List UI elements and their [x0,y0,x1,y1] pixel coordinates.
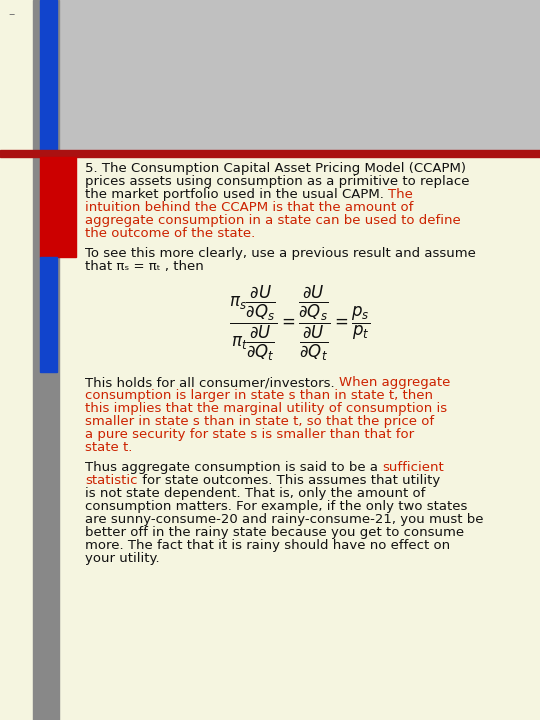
Text: intuition behind the CCAPM is that the amount of: intuition behind the CCAPM is that the a… [85,201,414,214]
Text: for state outcomes. This assumes that utility: for state outcomes. This assumes that ut… [138,474,440,487]
Text: 5. The Consumption Capital Asset Pricing Model (CCAPM): 5. The Consumption Capital Asset Pricing… [85,162,466,175]
Text: better off in the rainy state because you get to consume: better off in the rainy state because yo… [85,526,464,539]
Text: more. The fact that it is rainy should have no effect on: more. The fact that it is rainy should h… [85,539,450,552]
Bar [40,0,57,152]
Text: prices assets using consumption as a primitive to replace: prices assets using consumption as a pri… [85,175,469,188]
Text: your utility.: your utility. [85,552,160,565]
Bar [40,257,57,372]
Text: the outcome of the state.: the outcome of the state. [85,227,255,240]
Text: is not state dependent. That is, only the amount of: is not state dependent. That is, only th… [85,487,426,500]
Bar [57,0,540,152]
Text: state t.: state t. [85,441,132,454]
Text: To see this more clearly, use a previous result and assume: To see this more clearly, use a previous… [85,247,476,260]
Text: When aggregate: When aggregate [339,376,450,389]
Text: this implies that the marginal utility of consumption is: this implies that the marginal utility o… [85,402,447,415]
Text: the market portfolio used in the usual CAPM.: the market portfolio used in the usual C… [85,188,388,201]
Text: sufficient: sufficient [382,461,444,474]
Text: consumption is larger in state s than in state t, then: consumption is larger in state s than in… [85,389,433,402]
Text: smaller in state s than in state t, so that the price of: smaller in state s than in state t, so t… [85,415,434,428]
Bar [0,150,540,157]
Text: consumption matters. For example, if the only two states: consumption matters. For example, if the… [85,500,468,513]
Text: The: The [388,188,413,201]
Text: $\dfrac{\pi_s \dfrac{\partial U}{\partial Q_s}}{\pi_t \dfrac{\partial U}{\partia: $\dfrac{\pi_s \dfrac{\partial U}{\partia… [230,283,370,363]
Text: a pure security for state s is smaller than that for: a pure security for state s is smaller t… [85,428,414,441]
Text: are sunny-consume-20 and rainy-consume-21, you must be: are sunny-consume-20 and rainy-consume-2… [85,513,483,526]
Text: statistic: statistic [85,474,138,487]
Bar [33,0,59,720]
Text: This holds for all consumer/investors.: This holds for all consumer/investors. [85,376,339,389]
Text: that πₛ = πₜ , then: that πₛ = πₜ , then [85,260,204,273]
Text: Thus aggregate consumption is said to be a: Thus aggregate consumption is said to be… [85,461,382,474]
Bar [40,157,76,257]
Text: aggregate consumption in a state can be used to define: aggregate consumption in a state can be … [85,214,461,227]
Text: –: – [8,8,14,21]
